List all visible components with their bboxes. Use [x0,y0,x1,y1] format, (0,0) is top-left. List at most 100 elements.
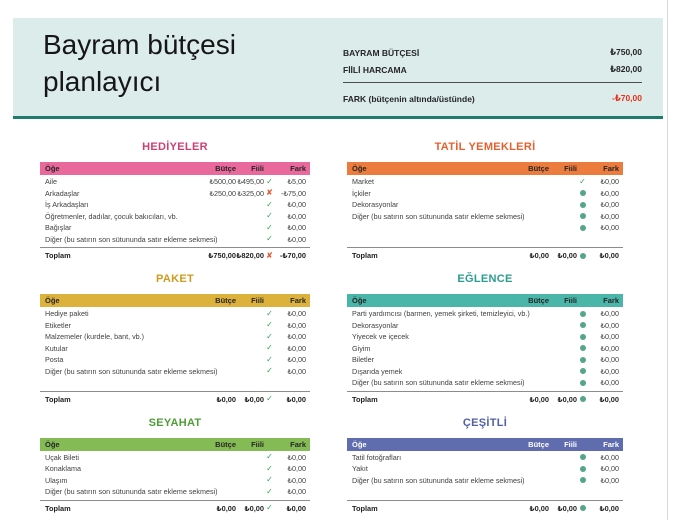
diff-cell[interactable]: -₺75,00 [281,188,306,198]
item-cell[interactable]: Diğer (bu satırın son sütununda satır ek… [45,234,218,244]
diff-cell[interactable]: ₺0,00 [600,200,619,210]
item-cell[interactable]: Yakıt [352,464,368,474]
item-cell[interactable]: Giyim [352,343,371,353]
total-label-cell[interactable]: Toplam [352,503,378,513]
diff-cell[interactable]: ₺0,00 [600,211,619,221]
item-cell[interactable]: İş Arkadaşları [45,200,89,210]
diff-cell[interactable]: ₺0,00 [600,452,619,462]
item-cell[interactable]: Market [352,177,374,187]
diff-cell[interactable]: ₺0,00 [287,343,306,353]
summary-value-budget[interactable]: ₺750,00 [610,47,642,57]
diff-cell[interactable]: ₺0,00 [599,503,619,513]
diff-cell[interactable]: ₺0,00 [599,394,619,404]
total-label-cell[interactable]: Toplam [352,394,378,404]
actual-cell[interactable] [549,464,587,474]
diff-cell[interactable]: ₺0,00 [286,394,306,404]
actual-cell[interactable] [549,234,587,244]
item-cell[interactable]: Diğer (bu satırın son sütununda satır ek… [352,475,525,485]
actual-cell[interactable]: ₺0,00 ✓ [244,503,273,513]
diff-cell[interactable]: ₺0,00 [287,200,306,210]
total-label-cell[interactable]: Toplam [45,251,71,260]
diff-cell[interactable]: ₺0,00 [287,464,306,474]
summary-value-actual[interactable]: ₺820,00 [610,64,642,74]
diff-cell[interactable]: ₺0,00 [600,320,619,330]
actual-cell[interactable] [549,378,587,388]
actual-cell[interactable] [549,355,587,365]
actual-cell[interactable]: ✓ [236,200,274,210]
actual-cell[interactable]: ₺0,00 ✓ [244,394,273,404]
item-cell[interactable]: Aile [45,177,57,187]
actual-cell[interactable] [549,366,587,376]
budget-cell[interactable]: ₺0,00 [529,251,549,260]
total-label-cell[interactable]: Toplam [352,251,378,260]
item-cell[interactable]: Uçak Bileti [45,452,79,462]
diff-cell[interactable]: ₺0,00 [600,309,619,319]
budget-cell[interactable]: ₺500,00 [209,177,236,187]
actual-cell[interactable]: ✓ [236,234,274,244]
diff-cell[interactable]: ₺0,00 [600,464,619,474]
actual-cell[interactable] [549,211,587,221]
budget-cell[interactable]: ₺250,00 [209,188,236,198]
item-cell[interactable]: Diğer (bu satırın son sütununda satır ek… [352,211,525,221]
item-cell[interactable]: Tatil fotoğrafları [352,452,402,462]
diff-cell[interactable]: ₺0,00 [286,503,306,513]
actual-cell[interactable] [549,200,587,210]
item-cell[interactable]: Posta [45,355,64,365]
actual-cell[interactable] [549,487,587,497]
actual-cell[interactable]: ₺0,00 [549,503,587,513]
diff-cell[interactable]: ₺0,00 [600,177,619,187]
actual-cell[interactable]: ₺0,00 [549,394,587,404]
diff-cell[interactable]: ₺0,00 [287,452,306,462]
actual-cell[interactable]: ₺820,00 ✘ [236,250,273,261]
actual-cell[interactable]: ✓ [236,332,274,342]
actual-cell[interactable]: ✓ [236,343,274,353]
actual-cell[interactable]: ₺325,00 ✘ [237,188,273,198]
actual-cell[interactable] [549,188,587,198]
actual-cell[interactable]: ✓ [236,309,274,319]
actual-cell[interactable]: ₺0,00 [549,251,587,261]
item-cell[interactable]: Kutular [45,343,68,353]
diff-cell[interactable]: ₺0,00 [600,355,619,365]
diff-cell[interactable]: ₺0,00 [600,188,619,198]
actual-cell[interactable]: ✓ [236,487,274,497]
summary-value-difference[interactable]: -₺70,00 [611,93,642,103]
item-cell[interactable]: Öğretmenler, dadılar, çocuk bakıcıları, … [45,211,178,221]
actual-cell[interactable]: ✓ [236,475,274,485]
budget-cell[interactable]: ₺0,00 [216,394,236,404]
diff-cell[interactable]: ₺0,00 [600,332,619,342]
diff-cell[interactable]: ₺0,00 [287,355,306,365]
diff-cell[interactable]: ₺0,00 [287,234,306,244]
actual-cell[interactable] [549,475,587,485]
diff-cell[interactable]: ₺0,00 [600,223,619,233]
diff-cell[interactable]: ₺0,00 [287,332,306,342]
actual-cell[interactable] [549,309,587,319]
item-cell[interactable]: Diğer (bu satırın son sütununda satır ek… [45,487,218,497]
item-cell[interactable]: Bağışlar [45,223,72,233]
diff-cell[interactable]: ₺0,00 [600,475,619,485]
diff-cell[interactable]: ₺0,00 [287,487,306,497]
diff-cell[interactable]: ₺0,00 [287,309,306,319]
item-cell[interactable]: Etiketler [45,320,71,330]
actual-cell[interactable]: ✓ [236,355,274,365]
diff-cell[interactable]: ₺0,00 [600,366,619,376]
actual-cell[interactable] [236,378,274,388]
item-cell[interactable]: Dekorasyonlar [352,320,399,330]
actual-cell[interactable] [549,452,587,462]
diff-cell[interactable]: ₺0,00 [599,251,619,260]
diff-cell[interactable]: ₺0,00 [600,378,619,388]
actual-cell[interactable]: ✓ [236,452,274,462]
item-cell[interactable]: Konaklama [45,464,81,474]
item-cell[interactable]: İçkiler [352,188,371,198]
item-cell[interactable]: Dekorasyonlar [352,200,399,210]
item-cell[interactable]: Malzemeler (kurdele, bant, vb.) [45,332,145,342]
budget-cell[interactable]: ₺750,00 [208,251,236,260]
total-label-cell[interactable]: Toplam [45,394,71,404]
diff-cell[interactable]: ₺0,00 [287,211,306,221]
actual-cell[interactable]: ✓ [549,177,587,187]
actual-cell[interactable] [549,223,587,233]
actual-cell[interactable]: ✓ [236,320,274,330]
actual-cell[interactable] [549,343,587,353]
budget-cell[interactable]: ₺0,00 [529,394,549,404]
total-label-cell[interactable]: Toplam [45,503,71,513]
diff-cell[interactable]: ₺0,00 [287,366,306,376]
